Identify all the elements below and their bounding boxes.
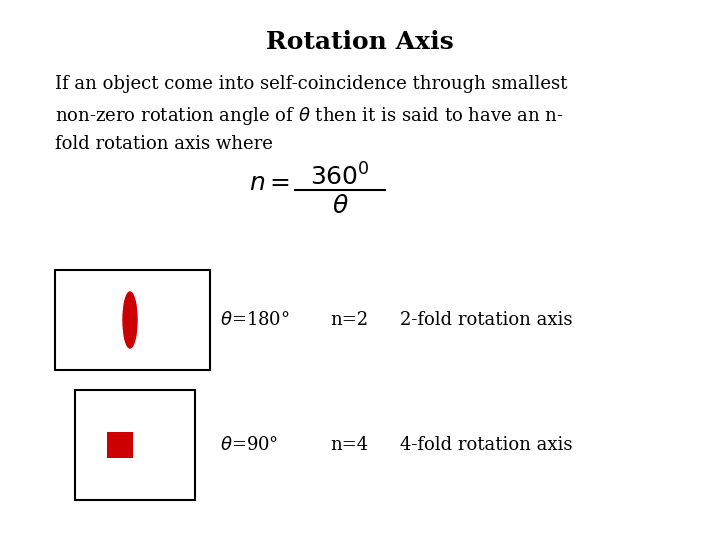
- Text: non-zero rotation angle of $\theta$ then it is said to have an n-: non-zero rotation angle of $\theta$ then…: [55, 105, 564, 127]
- Text: fold rotation axis where: fold rotation axis where: [55, 135, 273, 153]
- Text: If an object come into self-coincidence through smallest: If an object come into self-coincidence …: [55, 75, 567, 93]
- Text: Rotation Axis: Rotation Axis: [266, 30, 454, 54]
- Text: n=4: n=4: [330, 436, 368, 454]
- Text: n=2: n=2: [330, 311, 368, 329]
- Text: $\theta$=180°: $\theta$=180°: [220, 311, 290, 329]
- Text: $360^0$: $360^0$: [310, 163, 370, 190]
- Bar: [75, 390, 195, 500]
- Text: $\theta$: $\theta$: [332, 195, 348, 218]
- Text: $n =$: $n =$: [249, 172, 290, 194]
- Text: $\theta$=90°: $\theta$=90°: [220, 436, 279, 454]
- Ellipse shape: [123, 292, 137, 348]
- Bar: [107, 432, 133, 458]
- Text: 4-fold rotation axis: 4-fold rotation axis: [400, 436, 572, 454]
- Bar: [55, 270, 210, 370]
- Text: 2-fold rotation axis: 2-fold rotation axis: [400, 311, 572, 329]
